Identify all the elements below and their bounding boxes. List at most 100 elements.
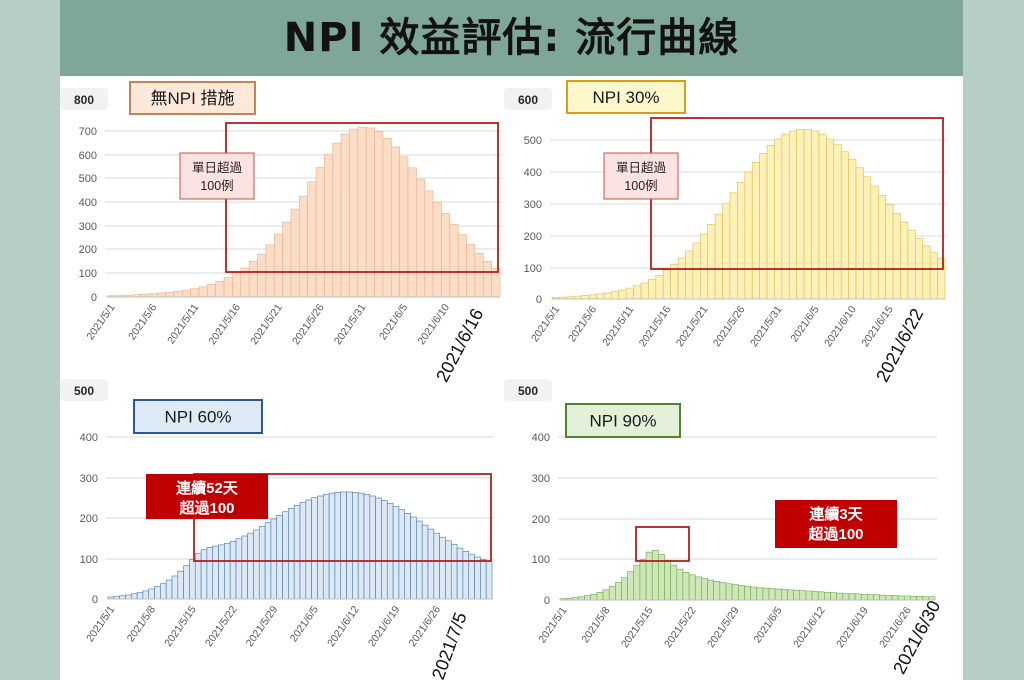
bar	[897, 595, 905, 601]
bar	[811, 130, 820, 300]
bar	[707, 579, 714, 601]
bar	[450, 544, 458, 600]
bar	[677, 257, 686, 300]
bar	[457, 234, 467, 298]
x-tick-label: 2021/5/26	[290, 302, 327, 347]
annotation-line: 單日超過	[192, 160, 243, 175]
bar	[449, 224, 459, 298]
bar	[796, 129, 805, 300]
bar	[602, 589, 610, 601]
bar	[870, 185, 879, 300]
bar	[799, 590, 807, 601]
bar	[398, 509, 406, 600]
y-tick-label: 300	[532, 473, 550, 485]
bar	[173, 290, 183, 298]
bar	[177, 570, 184, 600]
y-max-label: 500	[518, 384, 538, 398]
bar	[265, 244, 275, 298]
x-tick-label: 2021/5/1	[529, 304, 562, 344]
bar	[357, 492, 365, 600]
x-tick-label: 2021/6/5	[377, 302, 410, 342]
y-max-label: 600	[518, 93, 538, 107]
bar	[817, 591, 825, 601]
bar	[315, 167, 325, 298]
x-tick-label: 2021/5/8	[579, 605, 612, 645]
bar	[729, 192, 738, 300]
bar	[324, 154, 334, 298]
bar	[433, 532, 440, 600]
bar	[836, 592, 844, 601]
bar	[768, 588, 776, 601]
bar	[282, 221, 292, 298]
bar	[692, 242, 701, 300]
scenario-label: NPI 90%	[589, 412, 656, 431]
bar	[474, 556, 481, 600]
x-tick-label: 2021/5/11	[600, 304, 636, 349]
x-tick-label: 2021/6/5	[788, 304, 821, 344]
x-tick-label: 2021/6/10	[822, 304, 859, 349]
bar	[744, 171, 753, 300]
bar	[621, 577, 628, 601]
bar	[424, 190, 434, 298]
bar	[854, 593, 862, 601]
bar	[627, 571, 635, 601]
x-tick-label: 2021/5/29	[244, 604, 281, 649]
bar	[485, 561, 493, 600]
bar	[253, 529, 260, 600]
threshold-highlight-box	[635, 526, 690, 562]
bar	[639, 559, 647, 601]
x-tick-label: 2021/5/15	[619, 605, 656, 650]
scenario-label: NPI 30%	[592, 88, 659, 107]
scenario-label-box	[565, 403, 681, 438]
bar	[445, 540, 452, 600]
y-max-badge	[504, 379, 552, 401]
bar	[618, 289, 627, 300]
bar	[848, 593, 856, 601]
x-tick-label: 2021/5/16	[206, 302, 243, 347]
bar	[148, 588, 155, 600]
bar	[840, 151, 849, 300]
bar	[688, 574, 696, 601]
bar	[670, 564, 678, 601]
bar	[299, 502, 307, 600]
bar	[248, 261, 258, 298]
bar	[392, 506, 400, 600]
bar	[787, 589, 794, 601]
y-tick-label: 100	[524, 263, 542, 275]
bar	[603, 292, 612, 300]
y-tick-label: 200	[80, 513, 98, 525]
bar	[212, 545, 219, 600]
x-tick-label: 2021/5/16	[637, 304, 674, 349]
bar	[307, 181, 317, 298]
bar	[334, 492, 342, 600]
end-date-label: 2021/6/30	[889, 597, 944, 677]
bar	[731, 584, 739, 601]
x-tick-label: 2021/5/11	[165, 302, 201, 347]
bar	[183, 565, 190, 600]
annotation-line: 連續3天	[809, 505, 863, 523]
scenario-label-box	[129, 81, 256, 115]
x-tick-label: 2021/5/22	[662, 605, 699, 650]
bar	[125, 594, 132, 600]
bar	[699, 233, 709, 300]
bar	[682, 572, 690, 601]
bar	[781, 133, 790, 300]
annotation-box	[179, 152, 255, 200]
bar	[910, 596, 917, 601]
bar	[456, 547, 464, 600]
bar	[590, 594, 598, 601]
bar	[317, 495, 324, 600]
x-tick-label: 2021/6/19	[834, 605, 871, 650]
bar	[474, 253, 484, 298]
x-tick-label: 2021/6/12	[791, 605, 828, 650]
bar	[608, 586, 616, 601]
bar	[346, 491, 353, 600]
slide-title: NPI 效益評估: 流行曲線	[283, 15, 740, 61]
bar	[322, 494, 330, 600]
bar	[833, 144, 842, 300]
bar	[762, 587, 770, 601]
annotation-box	[603, 152, 679, 200]
bar	[363, 494, 371, 600]
bar	[270, 518, 278, 600]
